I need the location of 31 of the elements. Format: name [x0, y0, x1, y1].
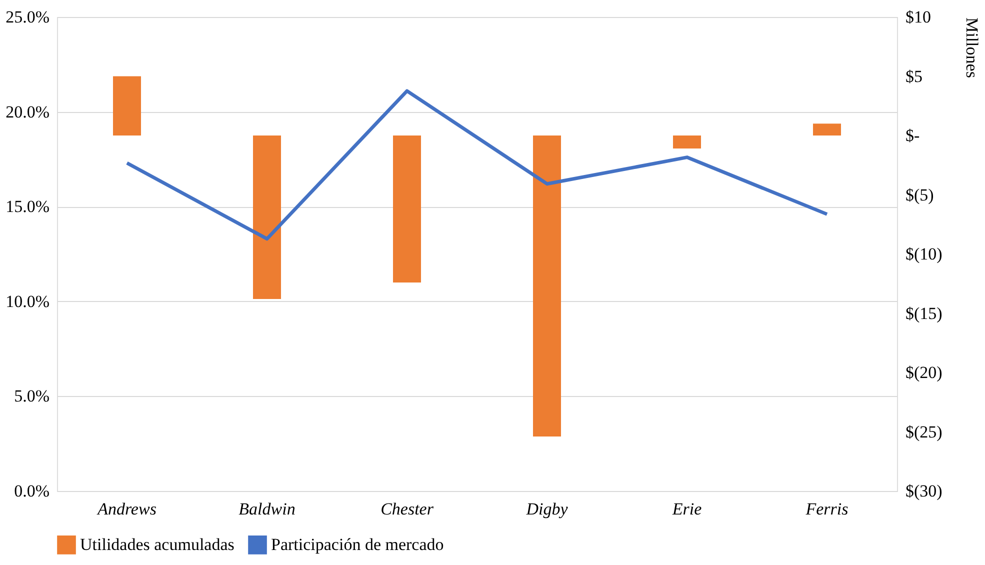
y-tick-label: 0.0% [14, 482, 50, 500]
y-tick-label: 25.0% [6, 8, 50, 26]
y2-tick-label: $(30) [906, 482, 942, 500]
y2-tick-label: $(20) [906, 363, 942, 382]
x-tick-label: Digby [525, 500, 568, 518]
x-tick-label: Baldwin [238, 500, 296, 518]
y-tick-label: 10.0% [6, 292, 50, 311]
bar [673, 136, 701, 149]
bar [113, 76, 141, 136]
x-tick-label: Andrews [96, 500, 157, 518]
x-tick-label: Erie [671, 500, 702, 518]
y-tick-label: 20.0% [6, 102, 50, 122]
y2-tick-label: $10 [906, 8, 931, 26]
y2-tick-label: $5 [906, 66, 922, 86]
bar [253, 136, 281, 300]
y2-axis-title: Millones [962, 18, 982, 78]
line-series [125, 89, 829, 241]
bar [393, 136, 421, 282]
y2-tick-label: $(5) [906, 185, 934, 204]
y2-tick-label: $(10) [906, 244, 942, 264]
x-tick-label: Chester [380, 500, 434, 518]
y2-tick-label: $(15) [906, 304, 942, 323]
y-tick-label: 15.0% [6, 197, 50, 216]
legend-label: Participación de mercado [271, 534, 444, 554]
x-tick-label: Ferris [804, 500, 849, 518]
y2-tick-label: $- [906, 126, 920, 145]
bar [533, 136, 561, 436]
y-tick-label: 5.0% [14, 386, 50, 406]
legend-label: Utilidades acumuladas [80, 534, 234, 554]
y2-tick-label: $(25) [906, 422, 942, 442]
bar [813, 124, 841, 136]
